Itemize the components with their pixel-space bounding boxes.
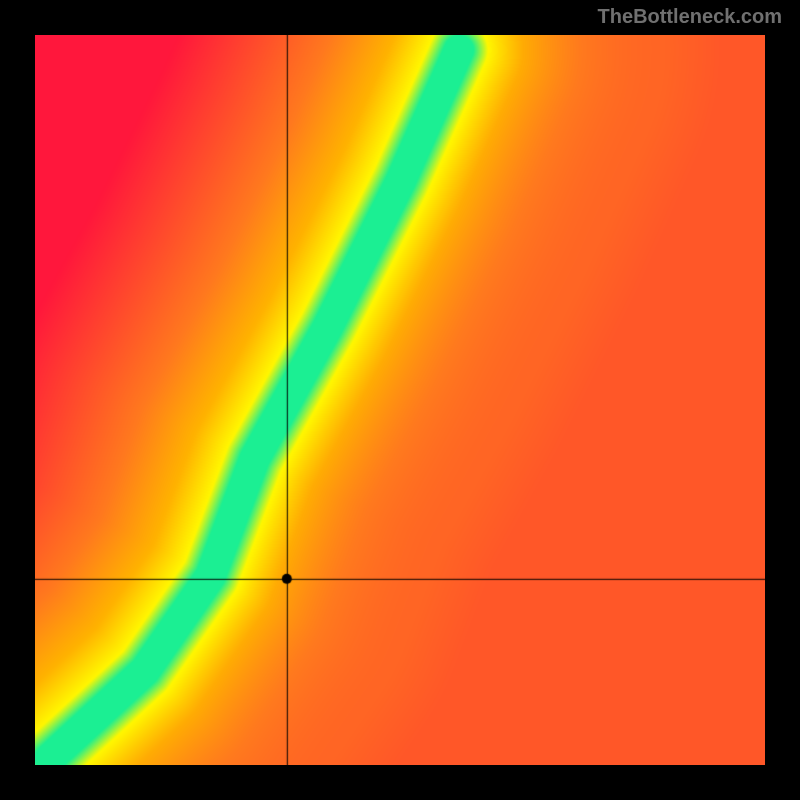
chart-container: TheBottleneck.com — [0, 0, 800, 800]
heatmap-plot — [35, 35, 765, 765]
watermark-text: TheBottleneck.com — [598, 6, 782, 29]
heatmap-canvas — [35, 35, 765, 765]
